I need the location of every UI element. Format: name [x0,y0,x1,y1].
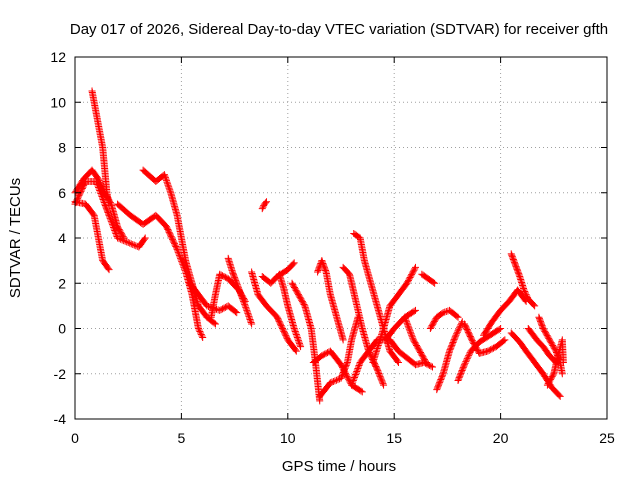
data-point-markers [88,87,113,208]
x-tick-label: 10 [280,430,296,446]
y-tick-label: 10 [50,94,66,110]
data-track-track-34 [543,336,567,389]
data-point-markers [418,270,439,287]
x-tick-label: 5 [178,430,186,446]
data-track-track-26 [433,318,466,394]
data-point-markers [426,306,462,332]
data-point-markers [114,200,207,342]
x-tick-label: 0 [71,430,79,446]
data-track-track-25 [426,306,462,332]
y-tick-label: 8 [58,140,66,156]
y-tick-label: 0 [58,321,66,337]
x-tick-label: 15 [386,430,402,446]
data-point-markers [288,279,324,405]
data-point-markers [224,254,256,328]
axis-ticks [74,56,608,420]
y-axis-title: SDTVAR / TECUs [7,178,24,298]
data-track-track-16 [316,313,362,400]
data-point-markers [348,306,419,389]
data-track-track-22 [386,336,437,371]
data-series [71,87,567,405]
data-track-track-10 [248,268,300,355]
grid [75,57,607,419]
y-tick-label: -4 [54,411,67,427]
data-track-track-32 [524,325,560,366]
data-track-track-5 [114,200,207,342]
y-tick-label: 4 [58,230,66,246]
data-track-track-17 [314,257,347,344]
data-point-markers [543,336,567,389]
data-track-track-30 [507,250,539,310]
data-point-markers [433,318,466,394]
data-track-track-23 [401,313,430,366]
data-track-track-11 [258,198,271,213]
data-track-track-3 [88,87,113,208]
tick-labels: 0 5 10 15 20 25 -4 -2 0 2 4 6 8 10 12 [50,49,615,446]
data-point-markers [248,268,300,355]
data-point-markers [314,257,347,344]
data-track-track-21 [369,263,419,366]
data-point-markers [507,250,539,310]
x-tick-label: 20 [493,430,509,446]
data-point-markers [401,313,430,366]
y-tick-label: 12 [50,49,66,65]
y-tick-label: 6 [58,185,66,201]
data-point-markers [258,198,271,213]
data-track-track-29 [480,286,530,339]
y-tick-label: -2 [54,366,67,382]
data-point-markers [460,320,509,357]
chart-title: Day 017 of 2026, Sidereal Day-to-day VTE… [70,21,608,38]
data-track-track-13 [275,270,305,351]
data-track-track-28 [460,320,509,357]
data-track-track-20 [348,306,419,389]
x-axis-title: GPS time / hours [282,458,396,475]
data-point-markers [480,286,530,339]
data-track-track-14 [288,279,324,405]
data-track-track-24 [418,270,439,287]
data-point-markers [386,336,437,371]
data-point-markers [275,270,305,351]
data-track-track-9 [224,254,256,328]
data-point-markers [524,325,560,366]
x-tick-label: 25 [599,430,615,446]
y-tick-label: 2 [58,275,66,291]
data-point-markers [71,177,149,251]
data-point-markers [316,313,362,400]
data-track-track-2 [71,177,149,251]
data-point-markers [369,263,419,366]
